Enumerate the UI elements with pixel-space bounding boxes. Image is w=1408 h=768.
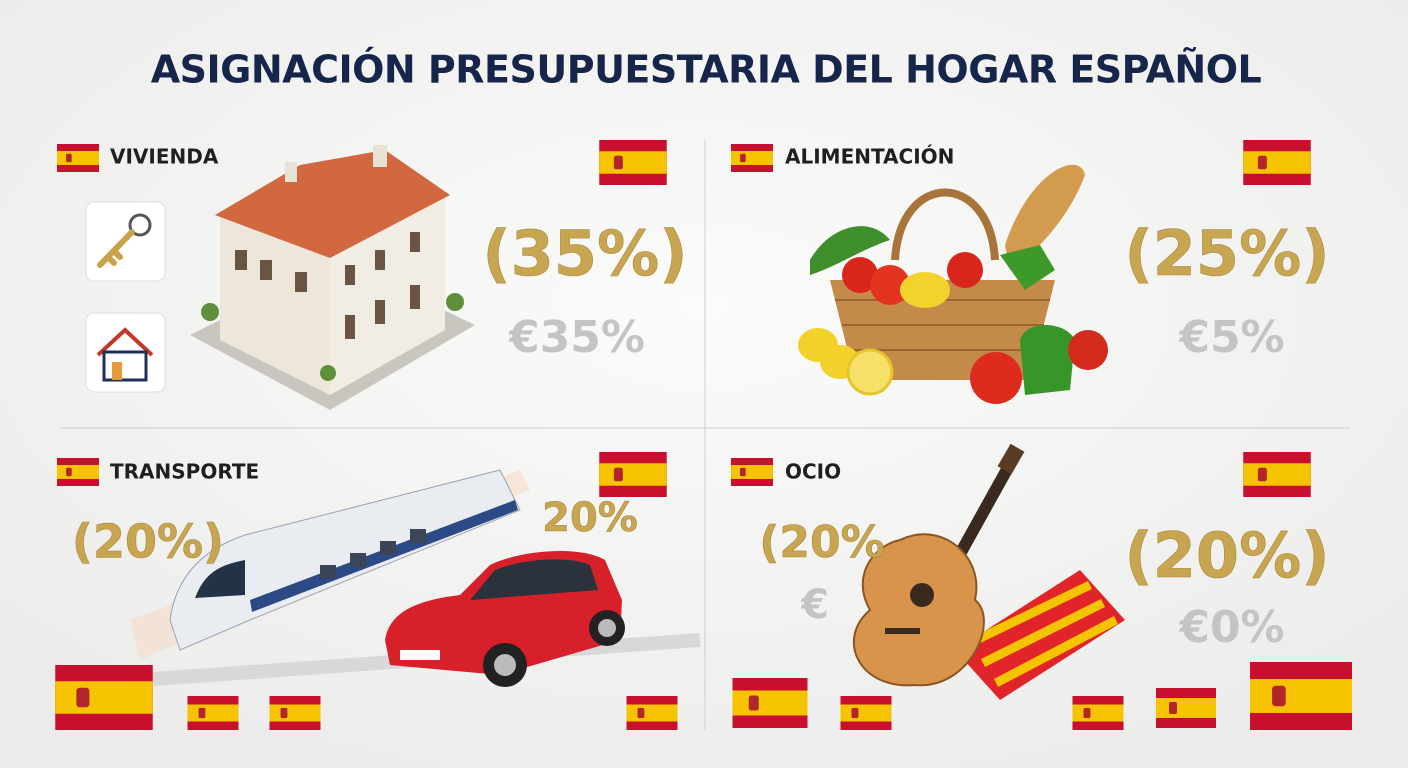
flag: [626, 696, 678, 730]
guitar-illustration: [852, 443, 1125, 700]
flag: [55, 665, 153, 730]
figure: (20%): [1124, 519, 1329, 592]
icon-house: [85, 312, 166, 393]
flag: [1072, 696, 1124, 730]
flag: [57, 144, 99, 172]
figure: 20%: [542, 495, 638, 541]
basket-illustration: [798, 164, 1108, 404]
figure: (20%: [759, 517, 884, 568]
flag: [599, 140, 667, 185]
figure: €: [800, 582, 829, 628]
flag: [731, 458, 773, 486]
flag: [840, 696, 892, 730]
flag: [1156, 688, 1216, 728]
flag: [732, 678, 808, 728]
flag: [269, 696, 321, 730]
flag: [1243, 452, 1311, 497]
flag: [57, 458, 99, 486]
flag: [599, 452, 667, 497]
panel-label: TRANSPORTE: [110, 460, 259, 484]
figure: (25%): [1124, 217, 1329, 290]
building-illustration: [190, 145, 475, 410]
figure: €35%: [508, 312, 645, 363]
flag: [1243, 140, 1311, 185]
panel-label: OCIO: [785, 460, 841, 484]
title: ASIGNACIÓN PRESUPUESTARIA DEL HOGAR ESPA…: [151, 48, 1262, 92]
flag: [187, 696, 239, 730]
figure: €0%: [1178, 602, 1284, 653]
figure: €5%: [1178, 312, 1284, 363]
icon-keys: [85, 201, 166, 282]
flag: [1250, 662, 1352, 730]
figure: (20%): [72, 515, 224, 569]
train-illustration: [130, 469, 701, 687]
panel-label: VIVIENDA: [110, 145, 219, 169]
panel-label: ALIMENTACIÓN: [785, 145, 954, 169]
figure: (35%): [482, 217, 687, 290]
car-illustration: [385, 550, 625, 687]
flag: [731, 144, 773, 172]
